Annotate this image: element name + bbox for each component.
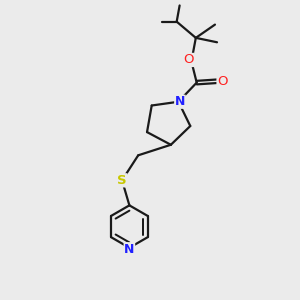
Text: O: O bbox=[217, 75, 228, 88]
Text: O: O bbox=[183, 53, 194, 66]
Text: N: N bbox=[124, 243, 135, 256]
Text: N: N bbox=[175, 95, 185, 108]
Text: S: S bbox=[117, 174, 127, 187]
